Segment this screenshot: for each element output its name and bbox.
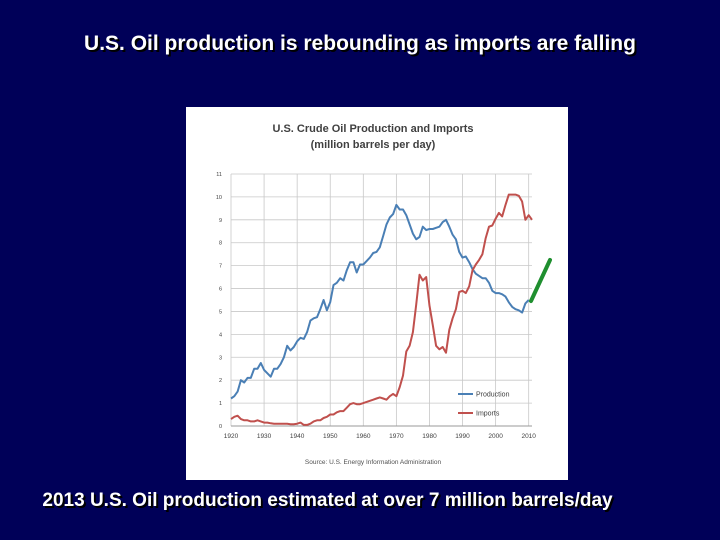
series-line-production: [230, 203, 530, 400]
x-tick-label: 1950: [323, 433, 338, 440]
series-line-imports: [230, 193, 533, 426]
legend-label-production: Production: [476, 392, 510, 399]
y-tick-label: 0: [219, 424, 222, 430]
legend-label-imports: Imports: [476, 411, 500, 418]
series-lines: [230, 193, 533, 426]
x-tick-label: 1960: [356, 433, 371, 440]
chart-subtitle: (million barrels per day): [311, 139, 436, 151]
x-tick-label: 2000: [488, 433, 503, 440]
chart-source: Source: U.S. Energy Information Administ…: [305, 459, 442, 466]
y-tick-label: 7: [219, 264, 222, 270]
slide-caption: 2013 U.S. Oil production estimated at ov…: [42, 490, 613, 511]
y-tick-label: 1: [219, 401, 222, 407]
x-tick-label: 1980: [422, 433, 437, 440]
y-tick-label: 3: [219, 355, 222, 361]
y-tick-label: 9: [219, 218, 222, 224]
y-tick-label: 8: [219, 241, 222, 247]
chart-svg: U.S. Crude Oil Production and Imports (m…: [216, 123, 536, 466]
y-tick-label: 4: [219, 332, 222, 338]
chart-title: U.S. Crude Oil Production and Imports: [272, 123, 473, 135]
x-tick-label: 1920: [224, 433, 239, 440]
x-tick-label: 1940: [290, 433, 305, 440]
axis-ticks: 0 1 2 3 4 5 6 7 8 9 10 11 1920 1930 1940 1950 1960 1970 19…: [216, 172, 536, 440]
x-tick-label: 1990: [455, 433, 470, 440]
x-tick-label: 2010: [521, 433, 536, 440]
y-tick-label: 11: [216, 172, 222, 178]
y-tick-label: 10: [216, 195, 222, 201]
x-tick-label: 1970: [389, 433, 404, 440]
slide-title: U.S. Oil production is rebounding as imp…: [84, 32, 636, 55]
legend: Production Imports: [458, 392, 510, 418]
x-tick-label: 1930: [257, 433, 272, 440]
y-tick-label: 6: [219, 287, 222, 293]
chart-panel: U.S. Crude Oil Production and Imports (m…: [186, 107, 568, 480]
gridlines: [230, 173, 532, 427]
y-tick-label: 5: [219, 309, 222, 315]
y-tick-label: 2: [219, 378, 222, 384]
